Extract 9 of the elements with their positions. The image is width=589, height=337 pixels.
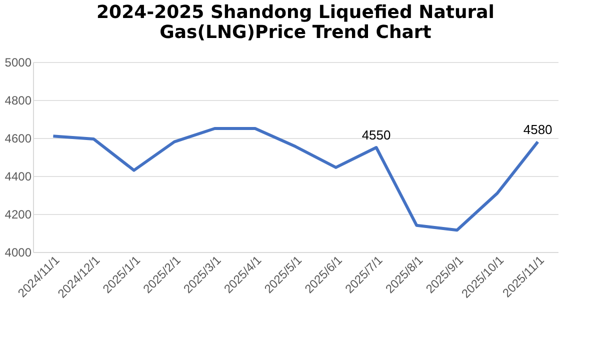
y-tick-label: 4400 [4,170,32,184]
y-tick-label: 5000 [4,56,32,70]
y-tick-label: 4800 [4,94,32,108]
data-label: 4550 [362,128,391,142]
y-tick-label: 4200 [4,208,32,222]
chart-title: 2024-2025 Shandong Liquefied Natural Gas(LNG)Price Trend Chart [96,2,494,43]
data-label: 4580 [523,122,552,137]
y-tick-label: 4000 [4,246,32,260]
y-tick-label: 4600 [4,132,32,146]
